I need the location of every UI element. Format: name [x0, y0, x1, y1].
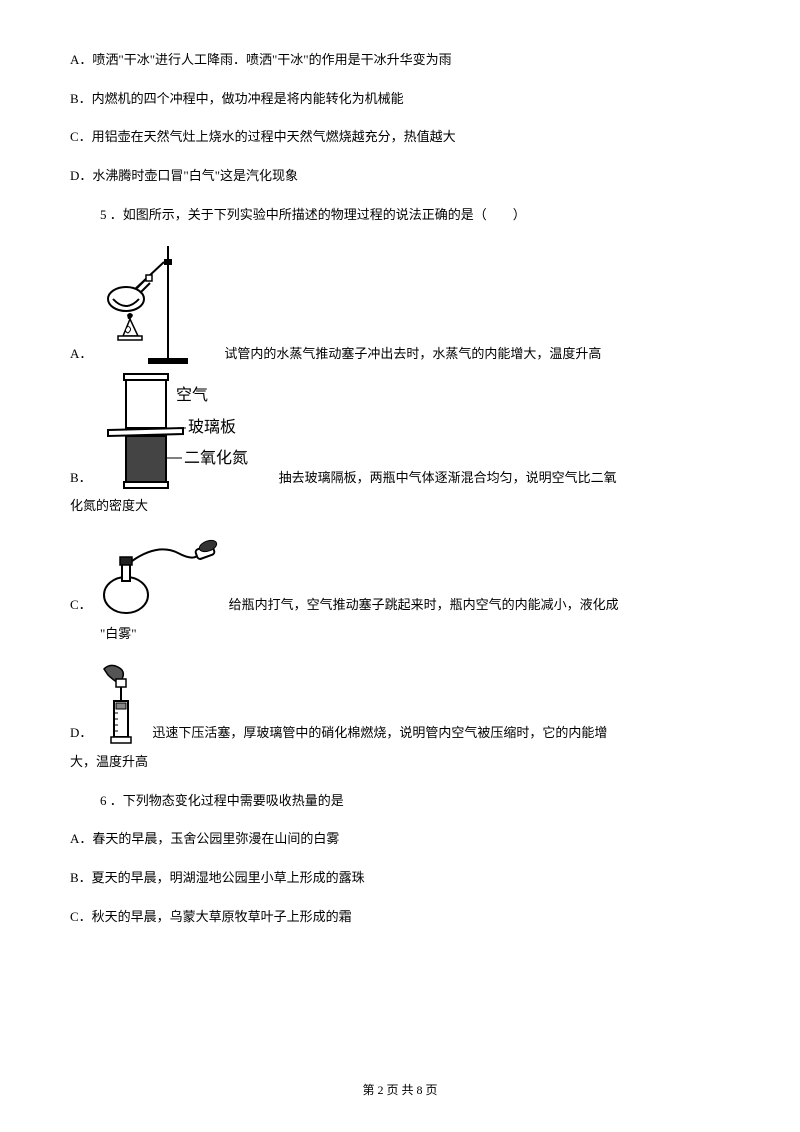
gas-jars-icon: 空气 玻璃板 二氧化氮 — [98, 370, 273, 490]
option-c-top: C．用铝壶在天然气灶上烧水的过程中天然气燃烧越充分，热值越大 — [70, 125, 730, 150]
q6-b: B．夏天的早晨，明湖湿地公园里小草上形成的露珠 — [70, 866, 730, 891]
q6-stem: 6 ．下列物态变化过程中需要吸收热量的是 — [100, 789, 730, 814]
q5-option-b-row: B． 空气 玻璃板 二氧化氮 抽去玻璃隔板，两瓶中气体逐渐混合均匀，说明空气比二… — [70, 370, 730, 490]
page-footer: 第 2 页 共 8 页 — [0, 1079, 800, 1102]
q5-a-label: A． — [70, 342, 92, 367]
option-a-top: A．喷洒"干冰"进行人工降雨．喷洒"干冰"的作用是干冰升华变为雨 — [70, 48, 730, 73]
q5-d-text: 迅速下压活塞，厚玻璃管中的硝化棉燃烧，说明管内空气被压缩时，它的内能增 — [152, 721, 607, 746]
q5-c-text: 给瓶内打气，空气推动塞子跳起来时，瓶内空气的内能减小，液化成 — [229, 593, 619, 618]
q5-b-label: B． — [70, 466, 92, 491]
piston-tube-icon — [98, 661, 146, 746]
q6-a: A．春天的早晨，玉舍公园里弥漫在山间的白雾 — [70, 827, 730, 852]
option-d-top: D．水沸腾时壶口冒"白气"这是汽化现象 — [70, 164, 730, 189]
q5-option-d-row: D． 迅速下压活塞，厚玻璃管中的硝化棉燃烧，说明管内空气被压缩时，它的内能增 — [70, 661, 730, 746]
q5-option-c-row: C． 给瓶内打气，空气推动塞子跳起来时，瓶内空气的内能减小，液化成 — [70, 533, 730, 618]
q5-b-text: 抽去玻璃隔板，两瓶中气体逐渐混合均匀，说明空气比二氧 — [279, 466, 617, 491]
option-b-top: B．内燃机的四个冲程中，做功冲程是将内能转化为机械能 — [70, 87, 730, 112]
flask-pump-icon — [98, 533, 223, 618]
retort-stand-icon — [98, 241, 218, 366]
q5-d-label: D． — [70, 721, 92, 746]
q5-option-a-row: A． 试管内的水蒸气推动塞子冲出去时，水蒸气的内能增大，温度升高 — [70, 241, 730, 366]
q5-b-cont: 化氮的密度大 — [70, 494, 730, 519]
q5-stem: 5 ．如图所示，关于下列实验中所描述的物理过程的说法正确的是（ ） — [100, 203, 730, 228]
no2-label: 二氧化氮 — [184, 449, 248, 467]
glass-label: 玻璃板 — [188, 418, 236, 436]
air-label: 空气 — [176, 386, 208, 404]
q5-c-label: C． — [70, 593, 92, 618]
q5-a-text: 试管内的水蒸气推动塞子冲出去时，水蒸气的内能增大，温度升高 — [224, 342, 601, 367]
q5-d-cont: 大，温度升高 — [70, 750, 730, 775]
q5-c-cont: "白雾" — [100, 622, 730, 647]
q6-c: C．秋天的早晨，乌蒙大草原牧草叶子上形成的霜 — [70, 905, 730, 930]
